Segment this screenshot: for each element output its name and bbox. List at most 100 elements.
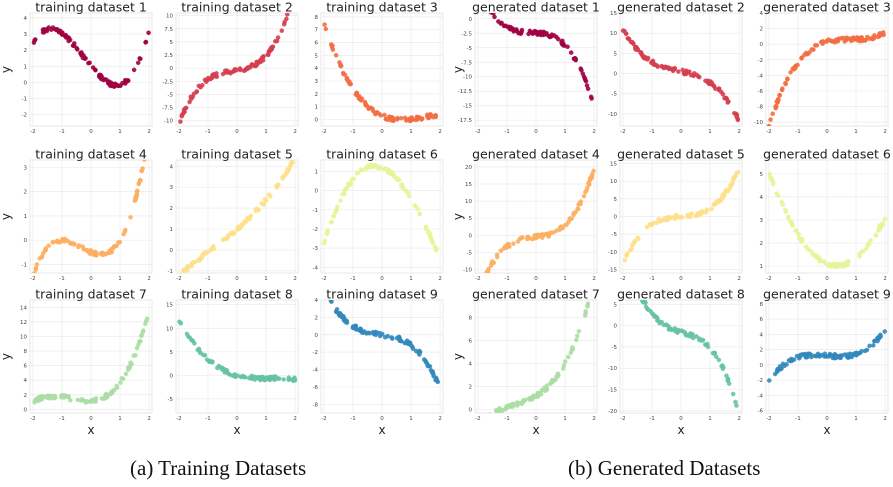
data-point [215, 365, 220, 371]
data-point [203, 79, 209, 84]
x-tick-label: -2 [30, 129, 35, 135]
y-tick-label: -10 [463, 75, 472, 81]
x-tick-label: 0 [825, 276, 829, 282]
data-point [198, 85, 203, 90]
data-point [373, 163, 378, 168]
y-tick-label: 7.5 [164, 27, 173, 33]
data-point [805, 351, 811, 357]
data-point [428, 234, 433, 240]
data-point [230, 230, 235, 236]
subplot-title: generated dataset 6 [763, 147, 891, 162]
x-tick-label: -2 [475, 276, 480, 282]
data-point [699, 210, 704, 216]
data-point [631, 277, 635, 281]
data-point [351, 324, 356, 329]
x-tick-label: 1 [409, 129, 413, 135]
x-tick-label: 1 [264, 416, 268, 422]
data-point [676, 69, 681, 74]
data-point [514, 400, 519, 406]
data-point [498, 248, 504, 253]
data-point [255, 61, 261, 66]
y-tick-label: -15 [463, 104, 472, 110]
data-point [774, 104, 779, 109]
data-point [228, 71, 233, 76]
data-point [818, 257, 823, 262]
y-tick-label: -6 [758, 89, 764, 95]
x-tick-label: -2 [620, 416, 625, 422]
data-point [726, 381, 732, 386]
data-point [62, 393, 67, 398]
data-point [75, 397, 80, 403]
y-tick-label: 15 [610, 11, 617, 17]
data-point [785, 76, 790, 81]
data-point [563, 222, 568, 228]
data-point [480, 418, 484, 422]
x-tick-label: -1 [205, 129, 210, 135]
data-point [280, 176, 285, 181]
data-point [713, 86, 718, 91]
data-point [214, 74, 220, 79]
y-tick-label: -15 [608, 388, 617, 394]
data-point [680, 67, 685, 73]
x-tick-label: 0 [89, 129, 93, 135]
data-point [354, 90, 359, 96]
data-point [568, 350, 574, 355]
data-point [136, 180, 142, 186]
y-tick-label: 0 [614, 215, 618, 221]
y-tick-label: 10 [166, 14, 173, 20]
data-point [398, 115, 404, 121]
y-tick-label: -10 [754, 120, 763, 126]
data-point [494, 252, 500, 257]
y-tick-label: 0 [170, 66, 174, 72]
data-point [577, 201, 583, 207]
data-point [482, 417, 486, 421]
data-point [134, 191, 140, 197]
data-point [195, 347, 200, 353]
data-point [723, 189, 728, 194]
data-point [631, 41, 636, 47]
data-point [581, 193, 587, 199]
x-tick-label: 0 [89, 276, 93, 282]
data-point [844, 354, 850, 360]
y-tick-label: 5 [760, 172, 764, 178]
y-tick-label: -10 [463, 268, 472, 274]
data-point [519, 29, 524, 35]
data-point [391, 173, 397, 179]
x-tick-label: -2 [176, 416, 181, 422]
x-tick-label: -1 [504, 129, 509, 135]
data-point [417, 211, 423, 216]
y-tick-label: -1 [22, 262, 27, 268]
data-point [656, 217, 661, 222]
data-point [730, 178, 736, 183]
data-point [863, 38, 868, 43]
data-point [145, 142, 149, 146]
scatter-points [32, 142, 149, 273]
data-point [659, 319, 664, 325]
data-point [268, 194, 273, 199]
data-point [585, 301, 591, 306]
data-point [182, 106, 188, 111]
y-tick-label: -5 [612, 232, 618, 238]
data-point [631, 276, 635, 280]
data-point [633, 281, 637, 285]
subplot-10: -2 -1 0 1 20-2.5-5-7.5-10-12.5-15-17.5genera… [451, 0, 600, 135]
scatter-points [321, 162, 439, 253]
data-point [551, 230, 557, 235]
data-point [533, 31, 539, 36]
x-tick-label: -1 [504, 276, 509, 282]
data-point [143, 318, 149, 324]
x-tick-label: 0 [679, 129, 683, 135]
data-point [543, 232, 548, 237]
x-tick-label: 2 [147, 416, 151, 422]
data-point [131, 353, 137, 359]
x-tick-label: 1 [854, 276, 858, 282]
data-point [339, 313, 344, 318]
data-point [253, 208, 258, 214]
y-tick-label: -4 [758, 393, 764, 399]
data-point [208, 247, 214, 253]
data-point [106, 79, 112, 84]
data-point [779, 87, 785, 93]
data-point [690, 331, 695, 337]
